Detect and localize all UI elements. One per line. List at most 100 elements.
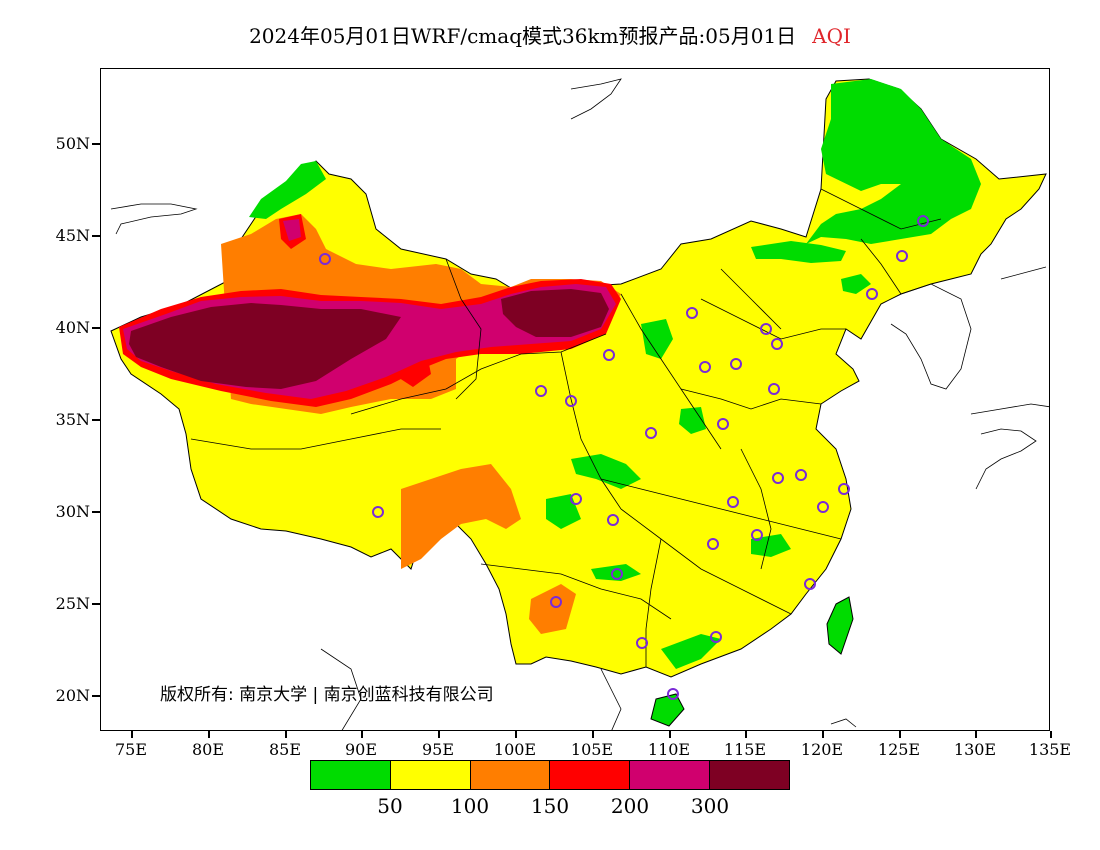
lon-label-80e: 80E (191, 740, 225, 759)
lon-label-120e: 120E (800, 740, 844, 759)
map-frame[interactable] (100, 68, 1050, 731)
green-central-1 (641, 319, 673, 359)
lat-tick (92, 603, 100, 605)
station-marker (771, 338, 783, 350)
lat-label-30n: 30N (55, 502, 90, 521)
lat-tick (92, 327, 100, 329)
lon-label-110e: 110E (647, 740, 691, 759)
lon-label-130e: 130E (953, 740, 997, 759)
station-marker (717, 418, 729, 430)
green-central-2 (571, 454, 641, 489)
station-marker (607, 514, 619, 526)
lon-tick (822, 731, 824, 738)
lat-label-45n: 45N (55, 226, 90, 245)
legend-swatch-unhealthy (550, 761, 631, 789)
station-marker (795, 469, 807, 481)
lon-label-105e: 105E (570, 740, 614, 759)
legend-label: 100 (450, 794, 490, 818)
green-central-5 (591, 564, 641, 581)
station-marker (611, 568, 623, 580)
lon-tick (208, 731, 210, 738)
lon-tick (131, 731, 133, 738)
station-marker (699, 361, 711, 373)
lon-tick (975, 731, 977, 738)
station-marker (751, 529, 763, 541)
orange-yunnan (529, 584, 576, 634)
aqi-map (110, 78, 1049, 730)
lon-label-75e: 75E (114, 740, 148, 759)
lat-tick (92, 695, 100, 697)
legend-label: 200 (610, 794, 650, 818)
green-northwest (249, 161, 326, 219)
lon-label-135e: 135E (1028, 740, 1072, 759)
station-marker (730, 358, 742, 370)
hainan-island (650, 693, 685, 727)
orange-tibet (401, 464, 521, 569)
station-marker (667, 688, 679, 700)
station-marker (565, 395, 577, 407)
green-northeast (806, 79, 981, 244)
station-marker (817, 501, 829, 513)
station-marker (645, 427, 657, 439)
station-marker (686, 307, 698, 319)
lon-tick (899, 731, 901, 738)
station-marker (707, 538, 719, 550)
station-marker (896, 250, 908, 262)
lon-tick (745, 731, 747, 738)
legend-swatch-very-unhealthy (630, 761, 711, 789)
lon-tick (669, 731, 671, 738)
lat-label-25n: 25N (55, 594, 90, 613)
taiwan-island (826, 596, 854, 655)
lon-tick (592, 731, 594, 738)
lon-label-100e: 100E (493, 740, 537, 759)
station-marker (760, 323, 772, 335)
station-marker (535, 385, 547, 397)
title-main: 2024年05月01日WRF/cmaq模式36km预报产品:05月01日 (249, 24, 797, 48)
lon-label-85e: 85E (268, 740, 302, 759)
lon-tick (438, 731, 440, 738)
station-marker (372, 506, 384, 518)
lon-tick (285, 731, 287, 738)
station-marker (570, 493, 582, 505)
lat-tick (92, 235, 100, 237)
lon-label-115e: 115E (723, 740, 767, 759)
lat-label-20n: 20N (55, 686, 90, 705)
lat-label-40n: 40N (55, 318, 90, 337)
station-marker (603, 349, 615, 361)
lat-tick (92, 511, 100, 513)
station-marker (917, 215, 929, 227)
station-marker (866, 288, 878, 300)
legend-swatch-good (311, 761, 391, 789)
lon-label-95e: 95E (421, 740, 455, 759)
station-marker (636, 637, 648, 649)
maroon-east (501, 289, 609, 337)
copyright-text: 版权所有: 南京大学 | 南京创蓝科技有限公司 (160, 685, 494, 705)
station-marker (768, 383, 780, 395)
station-marker (710, 631, 722, 643)
lon-tick (1050, 731, 1052, 738)
station-marker (550, 596, 562, 608)
lon-tick (515, 731, 517, 738)
legend-swatch-hazardous (710, 761, 789, 789)
map-title: 2024年05月01日WRF/cmaq模式36km预报产品:05月01日 AQI (0, 20, 1100, 49)
neighbor-outlines (110, 78, 1049, 730)
station-marker (727, 496, 739, 508)
aqi-legend-bar (310, 760, 790, 790)
title-variable: AQI (812, 24, 851, 48)
lat-label-50n: 50N (55, 134, 90, 153)
legend-swatch-sensitive (470, 761, 551, 789)
province-borders (190, 188, 942, 667)
green-central-4 (679, 407, 706, 434)
station-marker (804, 578, 816, 590)
lon-label-90e: 90E (344, 740, 378, 759)
legend-swatch-moderate (390, 761, 471, 789)
lat-tick (92, 419, 100, 421)
green-central-6 (751, 534, 791, 557)
lon-tick (361, 731, 363, 738)
lat-tick (92, 143, 100, 145)
station-marker (838, 483, 850, 495)
maroon-west (129, 303, 401, 389)
legend-label: 300 (690, 794, 730, 818)
green-north-strip (751, 241, 846, 263)
lon-label-125e: 125E (877, 740, 921, 759)
